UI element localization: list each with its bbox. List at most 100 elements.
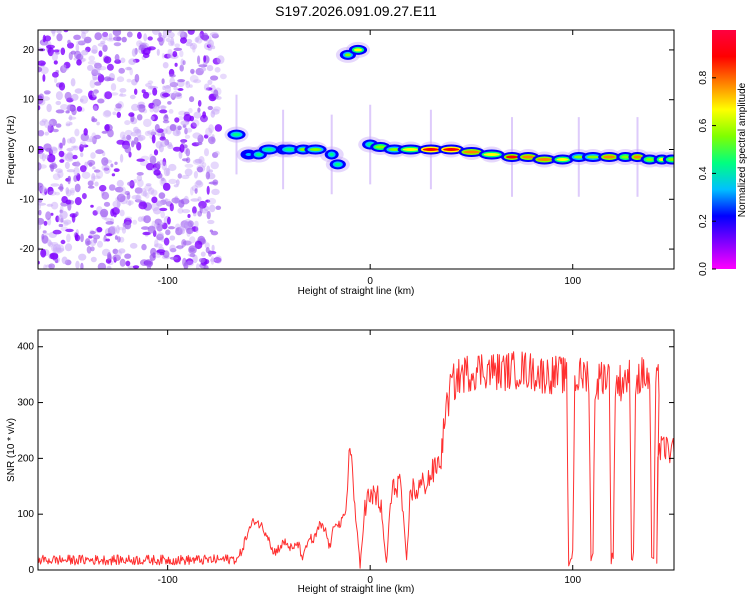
- noise-speck: [128, 58, 137, 65]
- noise-speck: [76, 59, 82, 66]
- noise-speck: [149, 107, 154, 113]
- noise-speck: [80, 30, 89, 35]
- noise-speck: [184, 134, 191, 139]
- noise-speck: [47, 124, 51, 132]
- noise-speck: [97, 42, 106, 47]
- noise-speck: [215, 96, 222, 100]
- noise-speck: [152, 207, 162, 215]
- noise-speck: [56, 30, 62, 34]
- noise-speck: [197, 55, 201, 65]
- ridge-core: [522, 155, 535, 159]
- noise-speck: [185, 80, 191, 89]
- noise-speck: [162, 128, 168, 134]
- noise-speck: [162, 61, 169, 69]
- noise-speck: [185, 157, 191, 164]
- noise-speck: [101, 31, 109, 41]
- noise-speck: [97, 262, 107, 269]
- noise-speck: [169, 244, 177, 253]
- colorbar-gradient: [712, 30, 736, 269]
- noise-speck: [181, 209, 191, 214]
- noise-speck: [128, 151, 132, 158]
- noise-speck: [206, 65, 214, 72]
- noise-speck: [194, 220, 199, 228]
- noise-speck: [186, 227, 194, 235]
- noise-speck: [136, 172, 144, 176]
- noise-speck: [121, 226, 127, 234]
- noise-speck: [87, 180, 94, 187]
- noise-speck: [189, 236, 196, 244]
- noise-speck: [169, 124, 177, 132]
- colorbar-tick-label: 0.8: [698, 70, 709, 84]
- noise-speck: [141, 243, 147, 251]
- noise-speck: [124, 120, 131, 126]
- noise-speck: [143, 118, 152, 128]
- noise-speck: [125, 260, 131, 267]
- noise-speck: [180, 58, 185, 67]
- noise-speck: [203, 83, 210, 91]
- noise-speck: [156, 201, 163, 207]
- noise-speck: [94, 81, 102, 86]
- noise-speck: [163, 167, 170, 177]
- noise-speck: [173, 86, 179, 91]
- noise-speck: [134, 88, 138, 95]
- noise-speck: [148, 187, 155, 195]
- noise-speck: [117, 236, 121, 243]
- noise-speck: [177, 31, 185, 37]
- noise-speck: [59, 210, 68, 220]
- noise-speck: [58, 82, 66, 91]
- noise-speck: [114, 161, 118, 165]
- ridge-core: [621, 155, 630, 159]
- spectrogram-xlabel: Height of straight line (km): [298, 286, 415, 297]
- noise-speck: [60, 239, 66, 245]
- noise-speck: [173, 47, 183, 51]
- noise-speck: [120, 92, 123, 96]
- noise-speck: [74, 128, 80, 137]
- noise-speck: [119, 131, 126, 140]
- noise-speck: [41, 118, 47, 123]
- noise-speck: [114, 54, 120, 62]
- noise-speck: [153, 222, 158, 229]
- y-tick-label: 0: [28, 565, 34, 576]
- noise-speck: [179, 143, 185, 153]
- noise-speck: [146, 46, 156, 51]
- noise-speck: [107, 251, 112, 261]
- noise-speck: [93, 134, 101, 140]
- noise-speck: [200, 67, 207, 72]
- noise-speck: [187, 30, 195, 35]
- noise-speck: [180, 120, 190, 126]
- noise-speck: [201, 208, 208, 214]
- noise-speck: [140, 187, 147, 197]
- noise-speck: [197, 134, 204, 144]
- noise-speck: [147, 225, 156, 234]
- noise-speck: [179, 30, 185, 37]
- ridge-core: [329, 153, 334, 156]
- noise-speck: [179, 50, 184, 58]
- noise-speck: [134, 187, 143, 194]
- noise-speck: [91, 44, 98, 54]
- noise-speck: [38, 202, 47, 206]
- noise-speck: [57, 214, 64, 223]
- noise-speck: [108, 33, 113, 41]
- noise-speck: [181, 140, 186, 145]
- noise-speck: [200, 115, 208, 123]
- noise-speck: [46, 103, 52, 113]
- noise-speck: [44, 131, 49, 136]
- noise-speck: [87, 185, 95, 189]
- colorbar-label: Normalized spectral amplitude: [737, 82, 748, 217]
- noise-speck: [103, 201, 111, 207]
- noise-speck: [183, 113, 192, 122]
- noise-speck: [75, 260, 80, 269]
- noise-speck: [153, 169, 161, 176]
- noise-speck: [178, 150, 183, 159]
- noise-speck: [38, 66, 43, 73]
- ridge-core: [309, 148, 322, 151]
- noise-speck: [118, 67, 125, 74]
- noise-speck: [151, 134, 156, 144]
- noise-speck: [137, 134, 146, 141]
- noise-speck: [97, 98, 105, 104]
- noise-speck: [173, 184, 179, 188]
- noise-speck: [49, 146, 58, 154]
- noise-speck: [112, 248, 119, 255]
- noise-speck: [66, 138, 72, 144]
